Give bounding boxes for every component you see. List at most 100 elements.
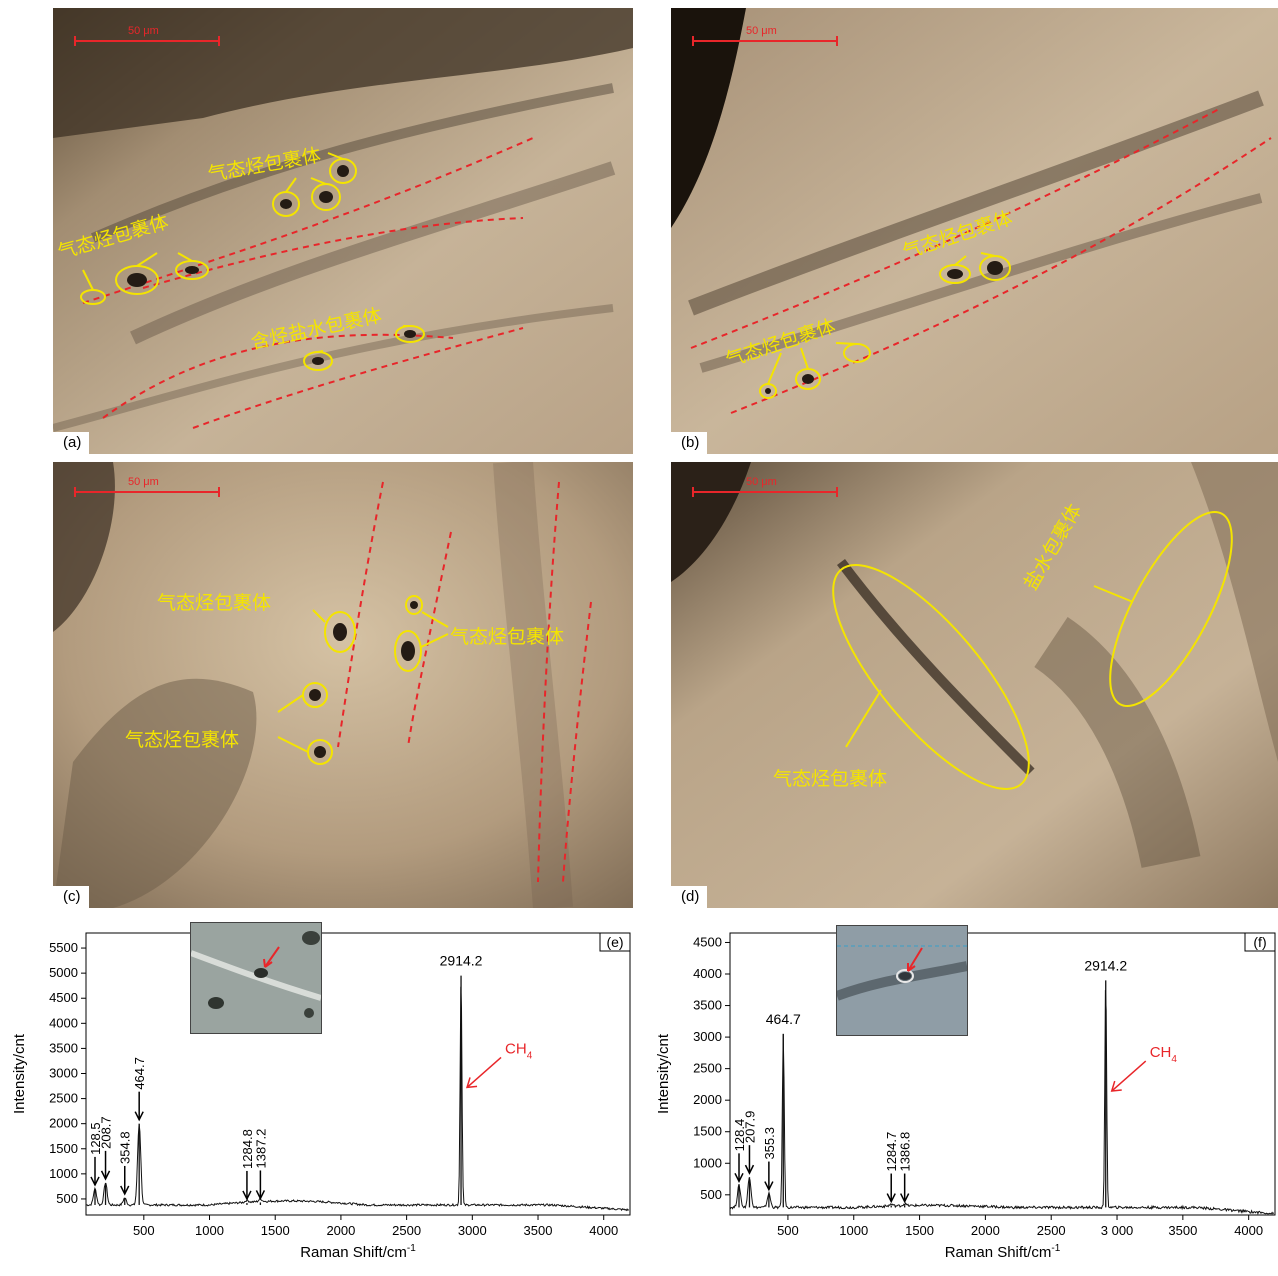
x-tick-label: 3500 <box>524 1223 553 1238</box>
x-tick-label: 3500 <box>1168 1223 1197 1238</box>
peak-label: 128.4 <box>732 1119 747 1152</box>
spectrum-f-inset-micrograph <box>836 925 968 1036</box>
scale-bar-label: 50 μm <box>128 25 159 37</box>
panel-label-b: (b) <box>671 432 708 454</box>
y-tick-label: 1500 <box>49 1141 78 1156</box>
panel-tag-box <box>1244 932 1276 952</box>
y-tick-label: 3000 <box>49 1065 78 1080</box>
peak-arrow-head <box>134 1111 144 1122</box>
peak-label: 207.9 <box>742 1111 757 1144</box>
panel-tag: (f) <box>1253 934 1266 950</box>
panel-tag-box <box>599 932 631 952</box>
y-tick-label: 500 <box>700 1187 722 1202</box>
x-tick-label: 2000 <box>971 1223 1000 1238</box>
scale-bar-label: 50 μm <box>128 476 159 488</box>
y-tick-label: 2000 <box>693 1092 722 1107</box>
y-tick-label: 3000 <box>693 1029 722 1044</box>
peak-arrow-head <box>734 1173 744 1184</box>
inset-e-image <box>191 923 321 1033</box>
raman-spectrum-f-svg: 500 1000 1500 2000 2500 3 000 3500 4000 500 1000 1… <box>655 932 1276 1261</box>
x-tick-label: 2000 <box>326 1223 355 1238</box>
y-tick-label: 4000 <box>693 966 722 981</box>
y-tick-label: 2000 <box>49 1116 78 1131</box>
peak-label: 1284.7 <box>884 1132 899 1172</box>
peak-label: 208.7 <box>99 1116 114 1149</box>
x-tick-label: 1000 <box>839 1223 868 1238</box>
peak-label: 355.3 <box>762 1127 777 1160</box>
scale-bar-label: 50 μm <box>746 476 777 488</box>
ch4-arrow-head <box>466 1077 478 1089</box>
ch4-arrow <box>1111 1060 1147 1092</box>
peak-arrow-head <box>744 1164 755 1175</box>
y-tick-label: 5500 <box>49 940 78 955</box>
raman-spectrum-e-svg: 500 1000 1500 2000 2500 3000 3500 4000 500 1000 15… <box>11 932 631 1261</box>
x-tick-label: 2500 <box>392 1223 421 1238</box>
y-tick-label: 4500 <box>49 990 78 1005</box>
peak-label: 1387.2 <box>253 1129 268 1169</box>
y-tick-label: 2500 <box>693 1061 722 1076</box>
panel-label-d: (d) <box>671 886 708 908</box>
x-tick-label: 3000 <box>458 1223 487 1238</box>
x-tick-label: 4000 <box>589 1223 618 1238</box>
x-axis-label-text: Raman Shift/cm <box>945 1244 1052 1261</box>
ch4-arrow <box>466 1056 502 1088</box>
x-tick-label: 1500 <box>905 1223 934 1238</box>
x-tick-label: 1000 <box>195 1223 224 1238</box>
raman-spectrum-chart-e: 500 1000 1500 2000 2500 3000 3500 4000 500 1000 15… <box>0 912 636 1271</box>
x-axis-label-superscript: -1 <box>1051 1243 1060 1254</box>
y-tick-label: 1500 <box>693 1124 722 1139</box>
micrograph-a-image <box>53 8 633 454</box>
x-axis-label: Raman Shift/cm-1 <box>945 1243 1061 1261</box>
peak-arrow-head <box>886 1193 896 1204</box>
micrograph-panel-b: 50 μm 气态烃包裹体 气态烃包裹体 (b) <box>671 8 1278 454</box>
y-tick-label: 5000 <box>49 965 78 980</box>
y-tick-label: 3500 <box>49 1040 78 1055</box>
y-tick-label: 1000 <box>49 1166 78 1181</box>
peak-arrow-head <box>90 1176 100 1187</box>
peak-label: 1284.8 <box>240 1129 255 1169</box>
plot-frame <box>729 932 1276 1216</box>
ch4-label-subscript: 4 <box>527 1050 533 1061</box>
peak-arrow-head <box>120 1185 130 1196</box>
peak-label: 464.7 <box>132 1057 147 1090</box>
inset-f-image <box>837 926 967 1035</box>
spectrum-e-inset-micrograph <box>190 922 322 1034</box>
y-tick-label: 3500 <box>693 998 722 1013</box>
spectrum-line <box>86 986 630 1212</box>
spectrum-line <box>729 990 1275 1215</box>
ch4-label-text: CH <box>505 1040 527 1057</box>
x-tick-label: 500 <box>133 1223 155 1238</box>
y-tick-label: 4500 <box>693 934 722 949</box>
micrograph-d-image <box>671 462 1278 908</box>
peak-arrow-head <box>242 1190 252 1201</box>
peak-label: 2914.2 <box>440 953 483 969</box>
ch4-label-subscript: 4 <box>1171 1054 1177 1065</box>
x-axis-label-text: Raman Shift/cm <box>300 1244 407 1261</box>
ch4-label: CH4 <box>1150 1044 1178 1065</box>
annotation-gas-inclusion-label: 气态烃包裹体 <box>450 627 565 648</box>
y-tick-label: 4000 <box>49 1015 78 1030</box>
y-tick-label: 1000 <box>693 1155 722 1170</box>
y-axis-label: Intensity/cnt <box>11 1033 28 1114</box>
ch4-label-text: CH <box>1150 1044 1172 1061</box>
x-tick-label: 3 000 <box>1101 1223 1134 1238</box>
peak-label: 1386.8 <box>898 1132 913 1172</box>
peak-arrow-head <box>255 1190 266 1201</box>
peak-label: 2914.2 <box>1084 957 1127 973</box>
ch4-label: CH4 <box>505 1040 533 1061</box>
y-tick-label: 2500 <box>49 1091 78 1106</box>
micrograph-c-image <box>53 462 633 908</box>
panel-tag: (e) <box>606 934 623 950</box>
panel-label-a: (a) <box>53 432 90 454</box>
peak-arrow-head <box>764 1181 774 1192</box>
x-tick-label: 4000 <box>1234 1223 1263 1238</box>
raman-spectrum-chart-f: 500 1000 1500 2000 2500 3 000 3500 4000 500 1000 1… <box>643 912 1278 1271</box>
peak-label: 354.8 <box>118 1131 133 1164</box>
micrograph-panel-c: 50 μm 气态烃包裹体 气态烃包裹体 气态烃包裹体 (c) <box>53 462 633 908</box>
peak-label: 128.5 <box>88 1122 103 1155</box>
peak-arrow-head <box>100 1170 111 1181</box>
micrograph-b-image <box>671 8 1278 454</box>
scale-bar-label: 50 μm <box>746 25 777 37</box>
panel-label-c: (c) <box>53 886 89 908</box>
ch4-arrow-head <box>1110 1080 1122 1092</box>
